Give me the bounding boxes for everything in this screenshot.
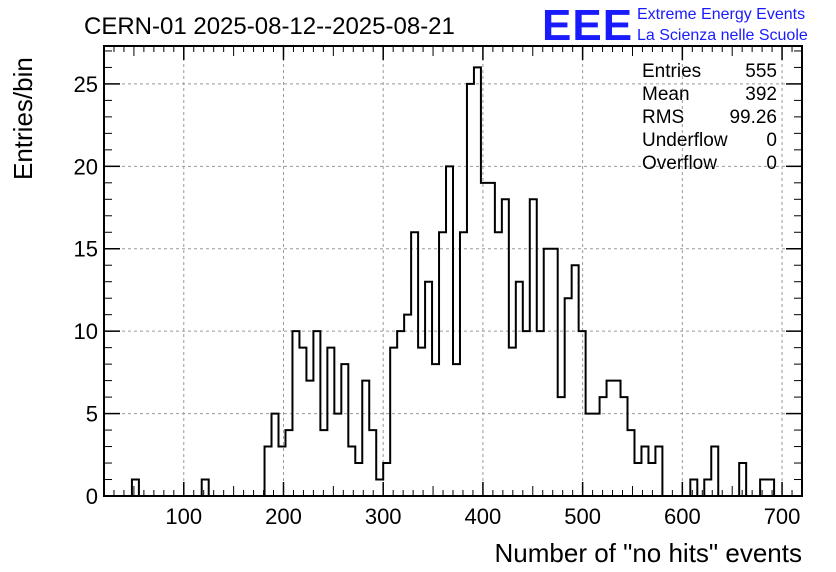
stats-rms-label: RMS <box>642 107 684 128</box>
x-tick-label: 400 <box>465 504 502 529</box>
y-tick-label: 10 <box>74 319 98 344</box>
x-tick-label: 600 <box>664 504 701 529</box>
stats-overflow-value: 0 <box>766 153 777 174</box>
stats-entries-value: 555 <box>745 61 777 82</box>
axis-tick-labels: 100 200 300 400 500 600 700 0 5 10 15 20 25 <box>74 72 801 529</box>
stats-rms-value: 99.26 <box>729 107 777 128</box>
eee-logo-mark: EEE <box>542 1 633 50</box>
x-axis-label: Number of "no hits" events <box>495 538 803 568</box>
stats-mean-value: 392 <box>745 84 777 105</box>
chart-title: CERN-01 2025-08-12--2025-08-21 <box>84 13 455 40</box>
x-tick-label: 300 <box>365 504 402 529</box>
axis-ticks <box>104 46 802 497</box>
y-axis-label: Entries/bin <box>8 57 38 180</box>
eee-logo: EEE Extreme Energy Events La Scienza nel… <box>542 1 808 50</box>
x-tick-label: 500 <box>564 504 601 529</box>
y-tick-label: 20 <box>74 154 98 179</box>
y-tick-label: 5 <box>86 402 98 427</box>
x-tick-label: 100 <box>165 504 202 529</box>
y-tick-label: 15 <box>74 237 98 262</box>
y-tick-label: 25 <box>74 72 98 97</box>
y-tick-label: 0 <box>86 484 98 509</box>
stats-entries-label: Entries <box>642 61 701 82</box>
eee-logo-line2: La Scienza nelle Scuole <box>637 27 808 44</box>
x-tick-label: 700 <box>764 504 801 529</box>
x-tick-label: 200 <box>265 504 302 529</box>
stats-underflow-label: Underflow <box>642 130 728 151</box>
stats-underflow-value: 0 <box>766 130 777 151</box>
stats-mean-label: Mean <box>642 84 690 105</box>
stats-box: Entries 555 Mean 392 RMS 99.26 Underflow… <box>642 61 777 174</box>
eee-logo-line1: Extreme Energy Events <box>637 6 805 23</box>
stats-overflow-label: Overflow <box>642 153 717 174</box>
